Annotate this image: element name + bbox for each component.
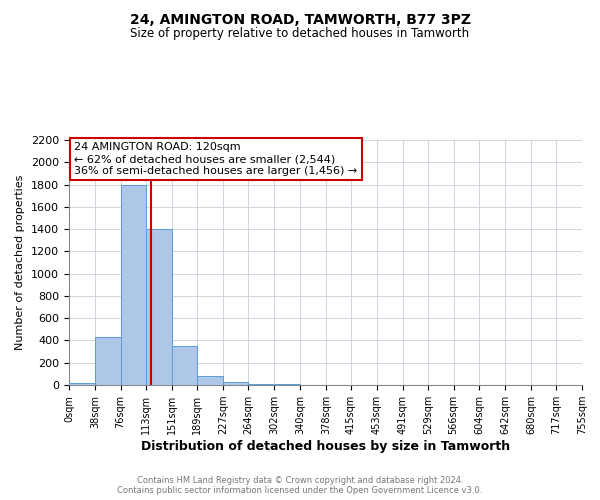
Bar	[121, 184, 146, 385]
Bar	[146, 229, 172, 385]
X-axis label: Distribution of detached houses by size in Tamworth: Distribution of detached houses by size …	[141, 440, 510, 453]
Bar	[274, 384, 300, 385]
Text: Size of property relative to detached houses in Tamworth: Size of property relative to detached ho…	[130, 28, 470, 40]
Bar	[69, 383, 95, 385]
Bar	[95, 337, 121, 385]
Bar	[223, 382, 248, 385]
Bar	[248, 384, 274, 385]
Y-axis label: Number of detached properties: Number of detached properties	[16, 175, 25, 350]
Bar	[197, 376, 223, 385]
Text: 24 AMINGTON ROAD: 120sqm
← 62% of detached houses are smaller (2,544)
36% of sem: 24 AMINGTON ROAD: 120sqm ← 62% of detach…	[74, 142, 358, 176]
Text: 24, AMINGTON ROAD, TAMWORTH, B77 3PZ: 24, AMINGTON ROAD, TAMWORTH, B77 3PZ	[130, 12, 470, 26]
Bar	[172, 346, 197, 385]
Text: Contains HM Land Registry data © Crown copyright and database right 2024.
Contai: Contains HM Land Registry data © Crown c…	[118, 476, 482, 495]
